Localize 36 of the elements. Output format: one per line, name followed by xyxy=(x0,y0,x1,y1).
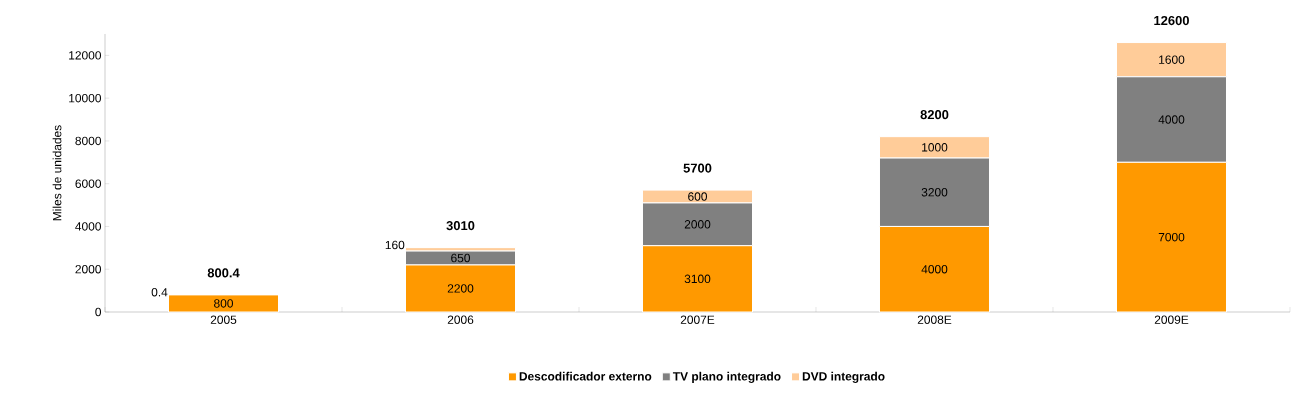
data-label: 4000 xyxy=(921,265,948,274)
y-axis-title: Miles de unidades xyxy=(52,125,62,221)
y-tick-label: 6000 xyxy=(75,179,102,188)
data-label: 600 xyxy=(688,192,708,201)
data-label: 800 xyxy=(214,299,234,308)
x-tick-label: 2008E xyxy=(917,315,952,324)
y-tick-label: 10000 xyxy=(69,93,102,103)
total-label: 8200 xyxy=(920,110,949,120)
data-label: 2000 xyxy=(684,220,711,229)
y-tick-label: 0 xyxy=(95,307,102,317)
data-label: 4000 xyxy=(1158,115,1185,124)
x-tick-label: 2006 xyxy=(447,315,474,324)
total-label: 12600 xyxy=(1154,15,1189,26)
y-tick-label: 12000 xyxy=(69,51,102,60)
bar xyxy=(168,294,279,313)
y-tick-label: 4000 xyxy=(75,222,102,231)
x-tick-label: 2007E xyxy=(680,315,715,324)
data-label: 1000 xyxy=(922,143,948,152)
x-tick-label: 2009E xyxy=(1154,315,1189,324)
x-tick-label: 2005 xyxy=(210,315,237,324)
legend-label: Descodificador externo xyxy=(519,371,652,381)
data-label: 160 xyxy=(385,240,405,250)
data-label: 0.4 xyxy=(151,288,168,297)
total-label: 5700 xyxy=(683,163,712,173)
legend-label: TV plano integrado xyxy=(672,371,781,383)
data-label: 650 xyxy=(451,253,471,263)
data-label: 3200 xyxy=(921,188,948,197)
total-label: 800.4 xyxy=(207,268,240,278)
total-label: 3010 xyxy=(446,221,475,231)
legend-label: DVD integrado xyxy=(802,371,885,383)
y-tick-label: 8000 xyxy=(75,136,102,146)
data-label: 1600 xyxy=(1159,55,1185,64)
y-tick-label: 2000 xyxy=(75,265,102,274)
data-label: 3100 xyxy=(684,274,711,284)
data-label: 2200 xyxy=(447,284,474,293)
data-label: 7000 xyxy=(1158,232,1185,242)
